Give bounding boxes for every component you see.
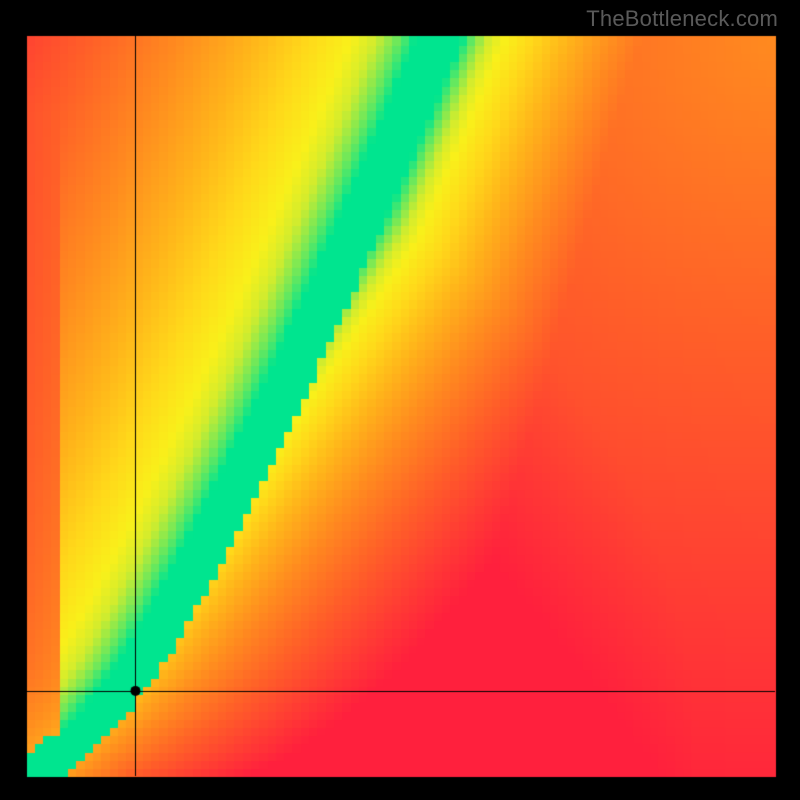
heatmap-canvas <box>0 0 800 800</box>
chart-container: TheBottleneck.com <box>0 0 800 800</box>
watermark-text: TheBottleneck.com <box>586 6 778 32</box>
